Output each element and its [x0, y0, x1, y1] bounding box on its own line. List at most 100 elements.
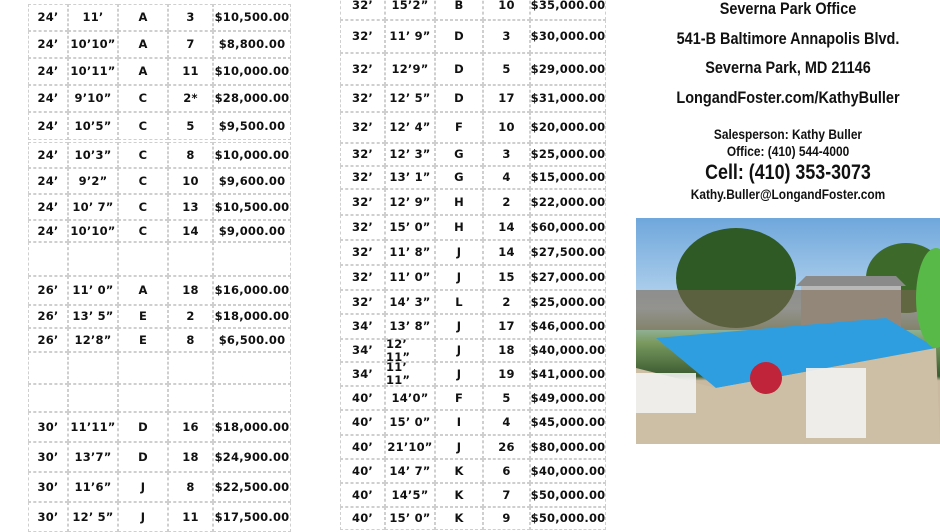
price-cell: $17,500.00	[213, 502, 291, 532]
slip-cell: 2	[483, 290, 530, 314]
pier-cell: L	[435, 290, 483, 314]
price-cell	[213, 384, 291, 412]
slip-cell: 3	[483, 143, 530, 166]
pier-cell: D	[435, 20, 483, 53]
pier-cell: C	[118, 168, 168, 194]
slip-cell: 3	[483, 20, 530, 53]
pier-cell: A	[118, 276, 168, 305]
length-cell: 34’	[340, 362, 385, 386]
price-cell: $41,000.00	[530, 362, 606, 386]
width-cell: 11’ 8”	[385, 240, 435, 265]
price-cell: $10,500.00	[213, 4, 291, 31]
slip-cell: 26	[483, 435, 530, 459]
slip-cell: 4	[483, 410, 530, 435]
width-cell: 11’11”	[68, 412, 118, 442]
office-phone: Office: (410) 544-4000	[726, 143, 850, 159]
slip-cell: 18	[168, 442, 213, 472]
price-cell: $22,500.00	[213, 472, 291, 502]
price-cell: $27,000.00	[530, 265, 606, 290]
price-cell: $45,000.00	[530, 410, 606, 435]
price-cell: $10,500.00	[213, 194, 291, 220]
price-cell: $9,000.00	[213, 220, 291, 242]
width-cell: 13’7”	[68, 442, 118, 472]
slip-cell: 9	[483, 507, 530, 530]
pier-cell: D	[118, 412, 168, 442]
slip-cell: 17	[483, 85, 530, 112]
slip-cell	[168, 352, 213, 384]
length-cell	[28, 242, 68, 276]
length-cell: 32’	[340, 0, 385, 20]
pier-cell: D	[435, 85, 483, 112]
slip-cell: 16	[168, 412, 213, 442]
width-cell: 13’ 8”	[385, 314, 435, 339]
office-info: Severna Park Office 541-B Baltimore Anna…	[636, 0, 940, 210]
width-cell: 12’9”	[385, 53, 435, 85]
width-cell: 11’6”	[68, 472, 118, 502]
price-cell: $20,000.00	[530, 112, 606, 143]
price-cell: $9,500.00	[213, 112, 291, 140]
length-cell: 34’	[340, 339, 385, 362]
price-cell: $25,000.00	[530, 290, 606, 314]
slip-cell: 2	[483, 189, 530, 215]
slip-cell: 15	[483, 265, 530, 290]
price-cell: $8,800.00	[213, 31, 291, 58]
pier-cell: D	[118, 442, 168, 472]
price-cell: $25,000.00	[530, 143, 606, 166]
width-cell: 15’ 0”	[385, 215, 435, 240]
width-cell: 12’8”	[68, 328, 118, 352]
cell-phone: Cell: (410) 353-3073	[705, 161, 871, 184]
slip-cell: 8	[168, 142, 213, 168]
width-cell: 12’ 5”	[68, 502, 118, 532]
width-cell: 14’0”	[385, 386, 435, 410]
price-cell: $40,000.00	[530, 459, 606, 483]
width-cell: 15’ 0”	[385, 507, 435, 530]
length-cell: 40’	[340, 386, 385, 410]
slip-cell: 18	[168, 276, 213, 305]
pier-cell: A	[118, 4, 168, 31]
price-cell: $10,000.00	[213, 142, 291, 168]
slip-cell: 19	[483, 362, 530, 386]
slip-cell: 2	[168, 305, 213, 328]
pier-cell	[118, 384, 168, 412]
price-cell: $27,500.00	[530, 240, 606, 265]
length-cell: 24’	[28, 168, 68, 194]
width-cell	[68, 242, 118, 276]
price-cell	[213, 242, 291, 276]
pier-cell: H	[435, 215, 483, 240]
pier-cell: J	[435, 362, 483, 386]
price-cell: $6,500.00	[213, 328, 291, 352]
pier-cell: C	[118, 85, 168, 112]
slip-cell: 14	[483, 215, 530, 240]
pier-cell: C	[118, 112, 168, 140]
website-link[interactable]: LongandFoster.com/KathyBuller	[676, 88, 900, 107]
email-link[interactable]: Kathy.Buller@LongandFoster.com	[690, 186, 886, 202]
length-cell: 40’	[340, 483, 385, 507]
width-cell: 14’ 3”	[385, 290, 435, 314]
slip-cell: 5	[483, 53, 530, 85]
price-cell: $24,900.00	[213, 442, 291, 472]
pier-cell: E	[118, 328, 168, 352]
slip-cell: 14	[168, 220, 213, 242]
price-cell: $22,000.00	[530, 189, 606, 215]
slip-cell: 11	[168, 502, 213, 532]
pier-cell: H	[435, 189, 483, 215]
slip-cell	[168, 384, 213, 412]
slip-cell: 7	[483, 483, 530, 507]
length-cell: 24’	[28, 194, 68, 220]
pier-cell: D	[435, 53, 483, 85]
length-cell: 24’	[28, 31, 68, 58]
slip-cell: 14	[483, 240, 530, 265]
width-cell: 10’5”	[68, 112, 118, 140]
price-cell: $50,000.00	[530, 507, 606, 530]
length-cell: 24’	[28, 4, 68, 31]
slip-cell: 6	[483, 459, 530, 483]
pier-cell: J	[435, 240, 483, 265]
slip-cell: 4	[483, 166, 530, 189]
width-cell: 12’ 3”	[385, 143, 435, 166]
pier-cell: K	[435, 459, 483, 483]
width-cell	[68, 384, 118, 412]
pier-cell: F	[435, 386, 483, 410]
length-cell: 32’	[340, 112, 385, 143]
length-cell: 24’	[28, 58, 68, 85]
price-cell: $50,000.00	[530, 483, 606, 507]
